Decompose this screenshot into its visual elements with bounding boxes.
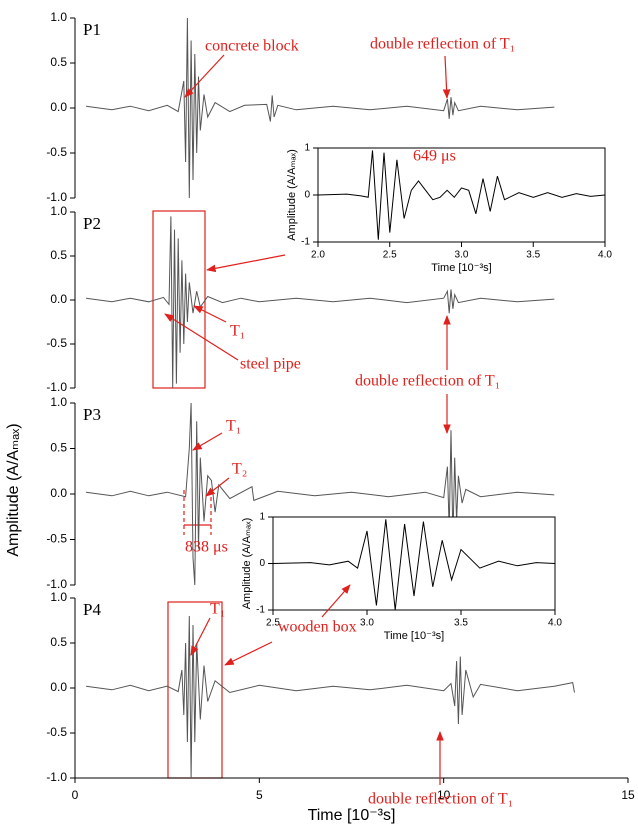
signal-trace <box>86 615 575 779</box>
annotation-arrow <box>193 305 227 323</box>
y-tick-label: -0.5 <box>46 336 67 350</box>
inset-pointer <box>224 641 273 666</box>
y-tick-label: -0.5 <box>46 532 67 546</box>
x-tick-label: 3.0 <box>360 618 374 629</box>
y-tick-label: 0.5 <box>50 248 67 262</box>
x-tick-label: 15 <box>621 788 635 802</box>
signal-trace <box>86 216 555 389</box>
y-axis-label: Amplitude (A/Aₘₐₓ) <box>5 423 22 556</box>
y-tick-label: 0.0 <box>50 486 67 500</box>
annotation: double reflection of T₁ <box>370 36 515 53</box>
x-axis-label: Time [10⁻³s] <box>308 807 396 824</box>
annotation: double reflection of T₁ <box>368 791 513 808</box>
y-tick-label: 0.5 <box>50 55 67 69</box>
x-tick-label: 10 <box>437 788 451 802</box>
y-tick-label: 0.5 <box>50 635 67 649</box>
annotation-arrow <box>164 313 239 361</box>
y-tick-label: -1.0 <box>46 380 67 394</box>
y-tick-label: -1.0 <box>46 190 67 204</box>
annotation: 649 μs <box>413 148 456 165</box>
annotation: steel pipe <box>240 356 301 373</box>
y-tick-label: 1.0 <box>50 204 67 218</box>
annotation: T₁ <box>226 418 241 435</box>
signal-trace <box>86 17 555 199</box>
signal-trace <box>86 402 555 586</box>
panel-label: P3 <box>83 405 101 424</box>
y-tick-label: -1.0 <box>46 770 67 784</box>
annotation: wooden box <box>278 619 357 636</box>
x-tick-label: 3.5 <box>526 250 540 261</box>
y-axis-label: Amplitude (A/Aₘₐₓ) <box>286 149 298 241</box>
annotation-arrow <box>205 477 230 497</box>
x-tick-label: 2.5 <box>383 250 397 261</box>
x-tick-label: 0 <box>72 788 79 802</box>
x-axis-label: Time [10⁻³s] <box>431 262 491 274</box>
y-tick-label: 1 <box>259 512 265 523</box>
y-tick-label: -0.5 <box>46 725 67 739</box>
y-tick-label: 0.0 <box>50 100 67 114</box>
y-tick-label: 0 <box>259 558 265 569</box>
y-tick-label: 1.0 <box>50 590 67 604</box>
annotation-arrow <box>184 54 225 98</box>
highlight-box <box>167 601 223 779</box>
signal-trace <box>317 150 606 240</box>
panel-label: P2 <box>83 214 101 233</box>
annotation: 838 μs <box>185 539 228 556</box>
y-tick-label: 1 <box>304 143 310 154</box>
y-tick-label: -0.5 <box>46 145 67 159</box>
x-tick-label: 4.0 <box>548 618 562 629</box>
annotation: double reflection of T₁ <box>355 373 500 390</box>
annotation-arrow <box>192 432 223 451</box>
inset-pointer <box>206 254 286 273</box>
annotation: concrete block <box>205 38 299 55</box>
x-tick-label: 2.0 <box>311 250 325 261</box>
y-tick-label: 0.5 <box>50 441 67 455</box>
annotation: T₂ <box>232 461 247 478</box>
y-tick-label: -1 <box>301 237 310 248</box>
x-tick-label: 3.0 <box>455 250 469 261</box>
x-tick-label: 3.5 <box>454 618 468 629</box>
y-tick-label: -1 <box>256 605 265 616</box>
signal-trace <box>272 519 556 611</box>
y-tick-label: 1.0 <box>50 10 67 24</box>
panel-label: P4 <box>83 600 101 619</box>
y-tick-label: 0.0 <box>50 680 67 694</box>
y-tick-label: 0.0 <box>50 292 67 306</box>
annotation-arrow <box>442 55 451 99</box>
inset-background <box>317 147 606 243</box>
panel-label: P1 <box>83 20 101 39</box>
annotation-arrow <box>321 584 351 618</box>
x-axis-label: Time [10⁻³s] <box>384 630 444 642</box>
y-tick-label: 1.0 <box>50 395 67 409</box>
annotation: T₁ <box>210 601 225 618</box>
annotation: T₁ <box>230 323 245 340</box>
y-tick-label: 0 <box>304 190 310 201</box>
x-tick-label: 4.0 <box>598 250 612 261</box>
annotation-arrow <box>190 617 211 656</box>
y-axis-label: Amplitude (A/Aₘₐₓ) <box>241 518 253 610</box>
x-tick-label: 5 <box>256 788 263 802</box>
y-tick-label: -1.0 <box>46 577 67 591</box>
x-tick-label: 2.5 <box>266 618 280 629</box>
